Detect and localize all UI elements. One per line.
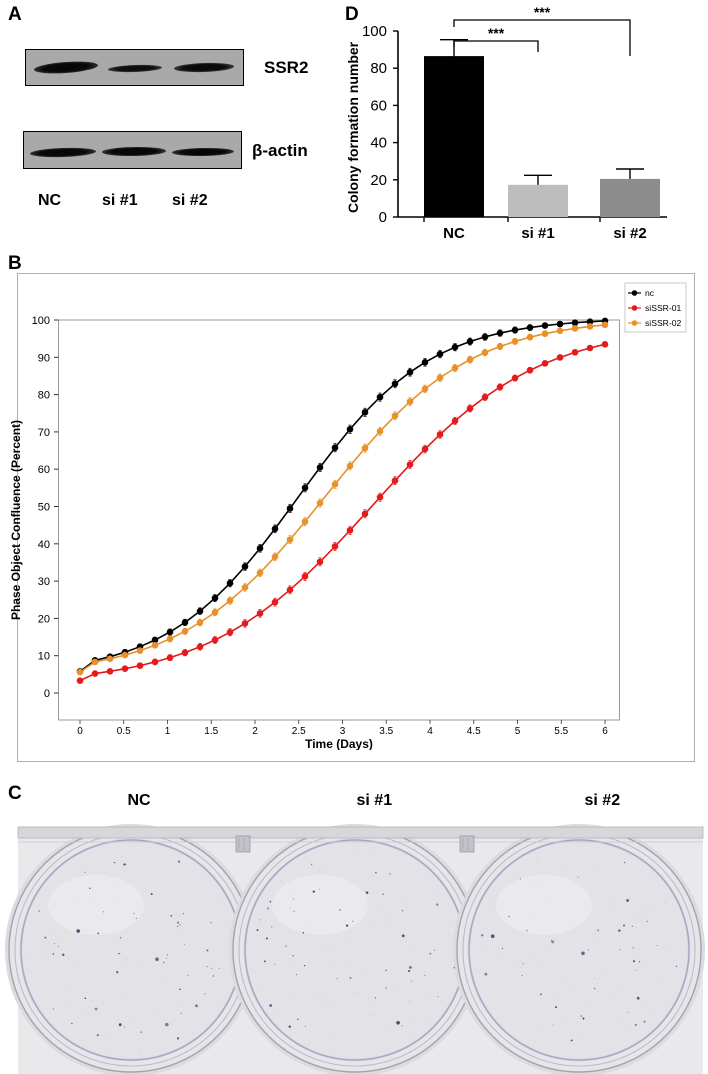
svg-text:NC: NC [443,225,465,242]
svg-text:0: 0 [379,209,387,226]
svg-text:50: 50 [38,502,50,514]
svg-text:si #1: si #1 [521,225,554,242]
svg-text:nc: nc [645,288,655,298]
svg-text:Phase Object Confluence (Perce: Phase Object Confluence (Percent) [9,420,23,620]
svg-text:80: 80 [38,390,50,402]
svg-text:6: 6 [602,726,608,737]
svg-text:1.5: 1.5 [204,726,218,737]
svg-text:30: 30 [38,576,50,588]
svg-text:100: 100 [362,23,387,40]
svg-text:3: 3 [340,726,346,737]
svg-text:2.5: 2.5 [292,726,306,737]
svg-text:si #2: si #2 [613,225,646,242]
svg-text:60: 60 [370,97,387,114]
svg-text:0: 0 [44,688,50,700]
svg-text:10: 10 [38,651,50,663]
svg-text:5.5: 5.5 [554,726,568,737]
svg-text:60: 60 [38,464,50,476]
svg-text:1: 1 [165,726,171,737]
svg-text:siSSR-02: siSSR-02 [645,318,682,328]
svg-text:4.5: 4.5 [467,726,481,737]
svg-text:0: 0 [77,726,83,737]
svg-text:siSSR-01: siSSR-01 [645,303,682,313]
svg-text:40: 40 [370,135,387,152]
svg-text:100: 100 [32,315,50,327]
svg-text:0.5: 0.5 [117,726,131,737]
svg-text:20: 20 [370,172,387,189]
svg-text:Colony formation number: Colony formation number [345,41,361,213]
svg-text:80: 80 [370,60,387,77]
svg-text:5: 5 [515,726,521,737]
svg-text:***: *** [534,4,551,20]
svg-text:70: 70 [38,427,50,439]
svg-text:***: *** [488,25,505,41]
svg-text:4: 4 [427,726,433,737]
svg-text:Time (Days): Time (Days) [305,737,373,750]
svg-text:2: 2 [252,726,258,737]
svg-text:90: 90 [38,352,50,364]
svg-text:3.5: 3.5 [379,726,393,737]
svg-text:40: 40 [38,539,50,551]
svg-text:20: 20 [38,613,50,625]
